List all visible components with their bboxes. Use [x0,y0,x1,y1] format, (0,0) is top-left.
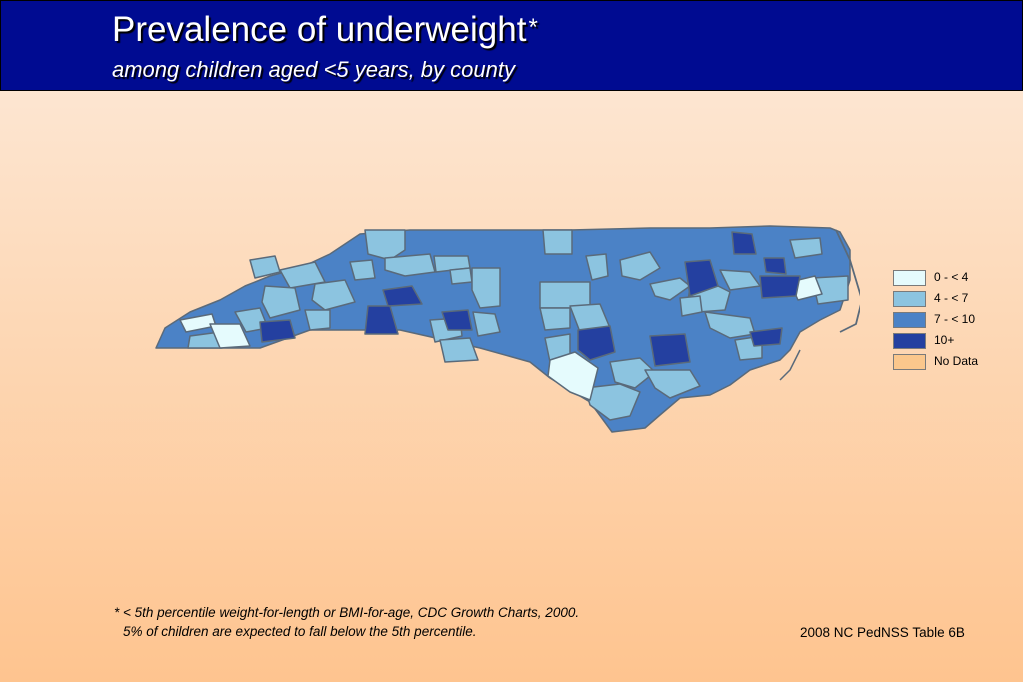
county [644,369,701,399]
outer-banks-south [779,349,801,381]
legend-label: 10+ [934,333,955,347]
footnote-line: * < 5th percentile weight-for-length or … [114,605,580,620]
county [619,251,661,281]
legend-label: 0 - < 4 [934,270,969,284]
county [471,267,501,309]
page-subtitle: among children aged <5 years, by county [112,57,515,82]
legend-label: No Data [934,354,979,368]
county [304,309,331,331]
county [259,319,296,343]
page-title: Prevalence of underweight* [112,10,538,50]
title-asterisk: * [528,14,538,41]
county-map [155,225,860,433]
source-citation: 2008 NC PedNSS Table 6B [800,625,965,640]
footnote: * < 5th percentile weight-for-length or … [114,603,579,641]
title-text: Prevalence of underweight [112,10,527,49]
county [679,295,703,317]
county [382,285,423,307]
county [649,277,691,301]
county [441,309,473,331]
county [719,269,761,291]
county [649,333,691,367]
legend-swatch [893,291,926,307]
county [349,259,376,281]
footnote-line: 5% of children are expected to fall belo… [123,624,477,639]
county [577,325,616,361]
outer-banks [835,229,860,333]
county [542,229,573,255]
legend-label: 7 - < 10 [934,312,976,326]
county [261,285,301,319]
county [311,279,356,311]
legend-swatch [893,312,926,328]
county [585,253,609,281]
county [749,327,783,347]
county [449,267,473,285]
county [539,307,571,331]
county [584,383,641,421]
county [439,337,479,363]
legend-swatch [893,354,926,370]
legend-swatch [893,333,926,349]
county [364,305,399,335]
county [364,229,406,261]
county [384,253,436,277]
county [763,257,787,275]
county [209,323,251,349]
county [731,231,757,255]
legend-label: 4 - < 7 [934,291,969,305]
county [759,275,801,299]
county [789,237,823,259]
county [704,311,756,339]
title-banner: Prevalence of underweight* among childre… [0,0,1023,91]
county [472,311,501,337]
legend-swatch [893,270,926,286]
county [684,259,719,297]
county [539,281,591,309]
county [609,357,656,389]
county [547,351,599,401]
county [249,255,281,279]
